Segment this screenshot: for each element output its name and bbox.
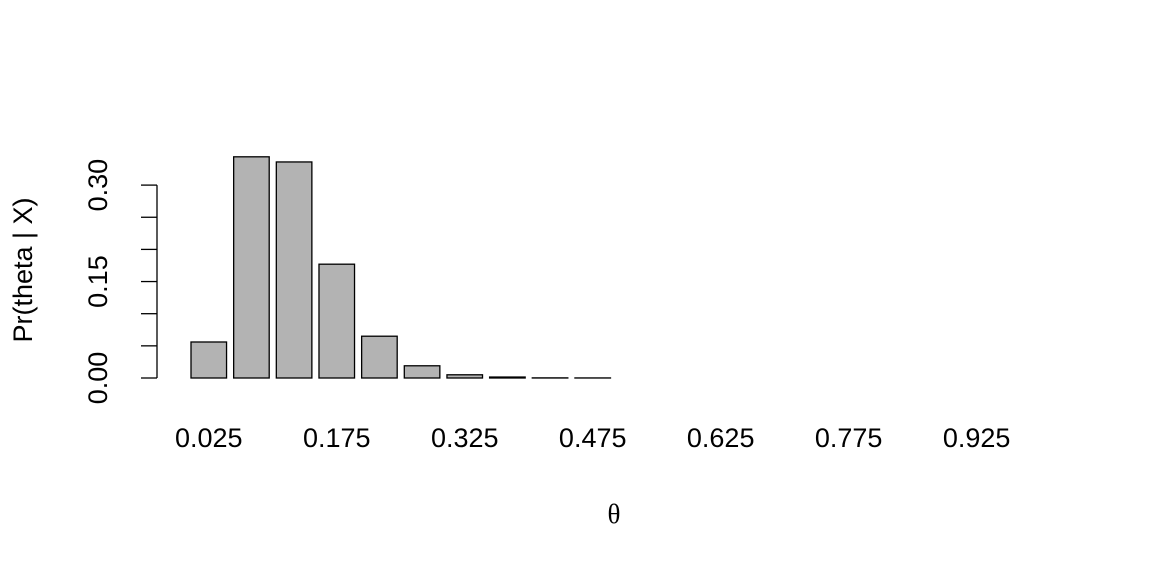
bar xyxy=(190,341,228,379)
y-tick-label: 0.00 xyxy=(83,352,113,405)
x-tick-label: 0.175 xyxy=(303,423,371,453)
bar xyxy=(446,374,484,379)
y-axis-label: Pr(theta | X) xyxy=(8,197,38,342)
bar xyxy=(360,335,398,379)
y-tick-label: 0.15 xyxy=(83,255,113,308)
x-tick-label: 0.625 xyxy=(687,423,755,453)
x-tick-label: 0.025 xyxy=(175,423,243,453)
x-tick-label: 0.475 xyxy=(559,423,627,453)
x-tick-label: 0.775 xyxy=(815,423,883,453)
x-axis-label: θ xyxy=(608,499,621,529)
bar xyxy=(403,365,441,379)
x-tick-label: 0.325 xyxy=(431,423,499,453)
y-tick-label: 0.30 xyxy=(83,159,113,212)
x-tick-label: 0.925 xyxy=(943,423,1011,453)
bar xyxy=(275,161,313,379)
bar xyxy=(318,263,356,379)
bar xyxy=(488,376,526,379)
bar xyxy=(233,156,270,379)
